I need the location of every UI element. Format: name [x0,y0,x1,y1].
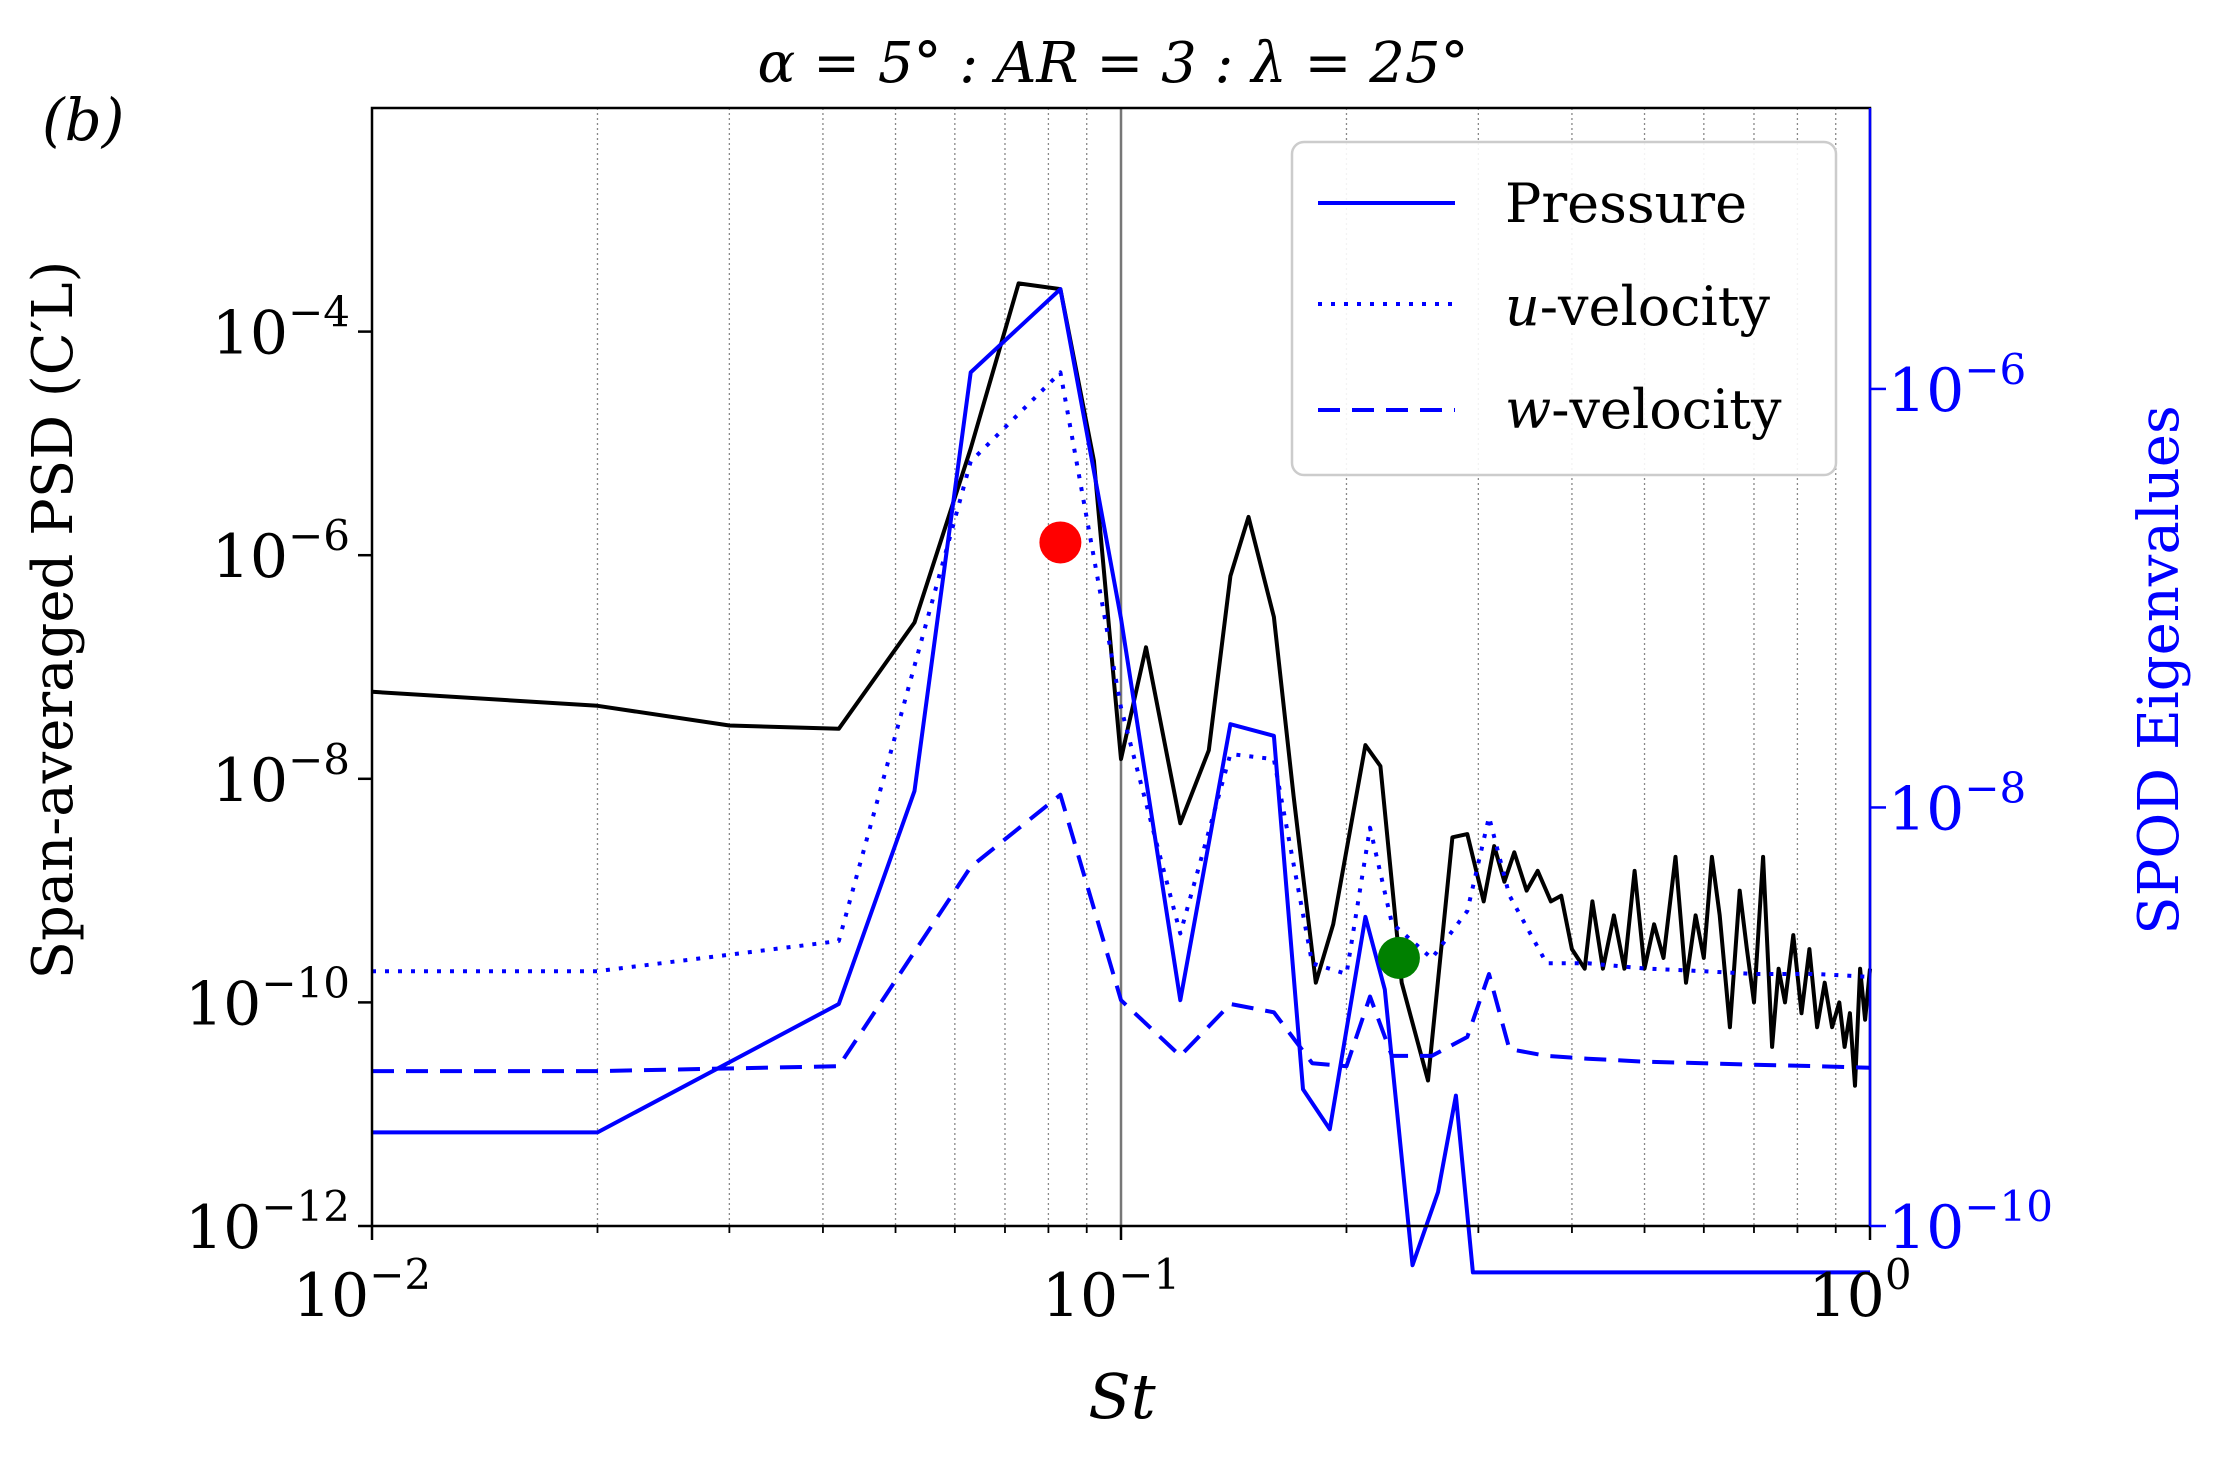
green-marker [1377,936,1420,979]
y-left-tick-label: 10−10 [185,958,350,1039]
y-left-tick-label: 10−12 [185,1182,350,1263]
y-left-tick-label: 10−4 [212,288,350,369]
y-right-tick-label: 10−10 [1888,1182,2053,1263]
legend-label-w-velocity: w-velocity [1505,378,1782,441]
markers-group [1039,521,1420,979]
y-left-tick-label: 10−6 [212,511,350,592]
panel-label: (b) [42,86,124,154]
series-u-velocity [372,370,1871,979]
right-y-axis-label: SPOD Eigenvalues [2127,405,2192,934]
y-right-tick-label: 10−8 [1888,763,2026,844]
left-y-axis-ticks: 10−12 10−10 10−8 10−6 10−4 [185,288,372,1263]
chart-title: α = 5° : AR = 3 : λ = 25° [758,31,1469,96]
x-tick-label: 100 [1808,1250,1911,1331]
y-right-tick-label: 10−6 [1888,345,2026,426]
right-y-axis-ticks: 10−10 10−8 10−6 [1870,345,2053,1263]
legend: Pressure u-velocity w-velocity [1290,140,1838,477]
x-axis-ticks: 10−2 10−1 100 [293,1226,1912,1331]
legend-label-pressure: Pressure [1505,172,1747,235]
x-axis-label: St [1088,1360,1155,1433]
left-y-axis-label: Span-averaged PSD (C′L) [21,261,86,980]
series-w-velocity [372,792,1871,1074]
x-tick-label: 10−2 [293,1250,431,1331]
red-marker [1039,521,1082,564]
legend-box [1290,140,1838,477]
legend-label-u-velocity: u-velocity [1505,275,1770,338]
x-tick-label: 10−1 [1042,1250,1180,1331]
y-left-tick-label: 10−8 [212,735,350,816]
series-group [371,281,1872,1275]
series-pressure [372,287,1870,1275]
